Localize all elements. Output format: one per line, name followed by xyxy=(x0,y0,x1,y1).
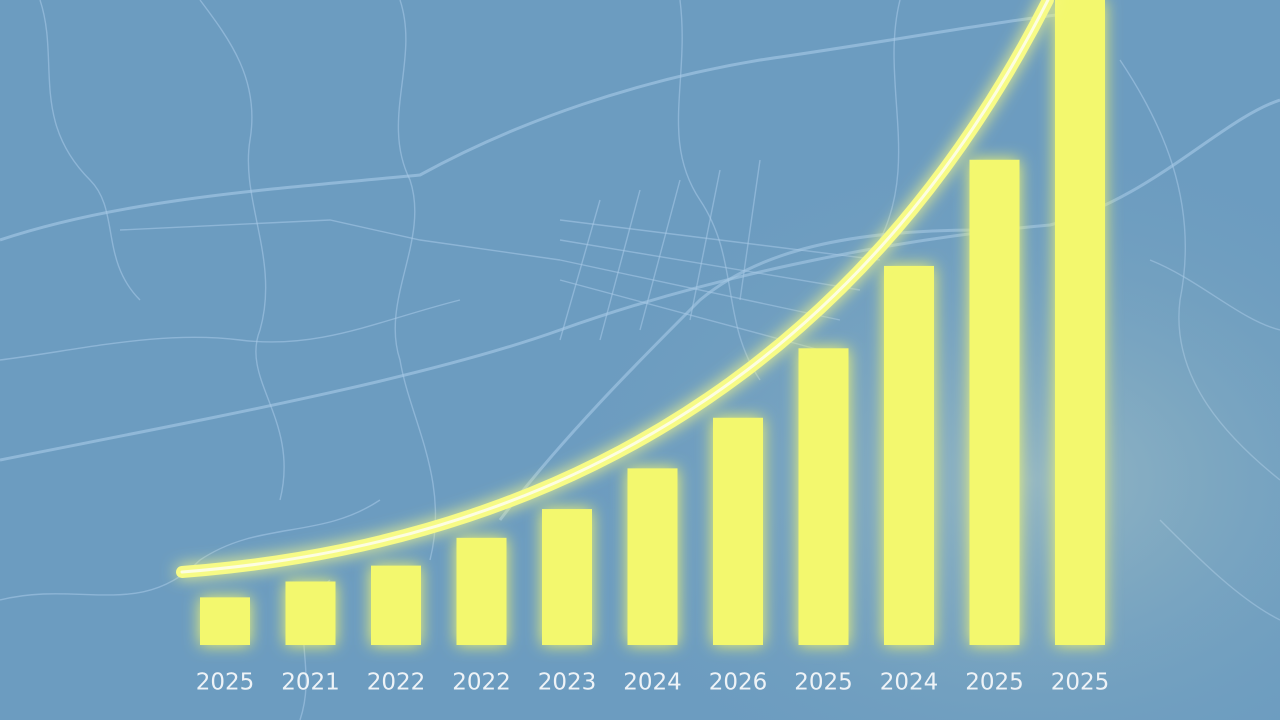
bar xyxy=(969,159,1020,645)
x-tick-label: 2025 xyxy=(965,670,1024,696)
x-tick-label: 2026 xyxy=(709,670,768,696)
bar xyxy=(200,597,250,645)
x-tick-label: 2021 xyxy=(281,670,340,696)
bar xyxy=(456,537,507,645)
bar xyxy=(713,417,763,645)
x-tick-label: 2025 xyxy=(1051,670,1110,696)
bar xyxy=(542,509,592,645)
trend-curve-core xyxy=(180,0,1050,574)
x-tick-label: 2022 xyxy=(367,670,426,696)
x-axis: 2025 2021 2022 2022 2023 2024 2026 2025 2024 2025… xyxy=(196,670,1110,696)
bar xyxy=(285,581,336,645)
x-tick-label: 2024 xyxy=(623,670,682,696)
x-tick-label: 2025 xyxy=(794,670,853,696)
x-tick-label: 2025 xyxy=(196,670,255,696)
x-tick-label: 2022 xyxy=(452,670,511,696)
bar xyxy=(884,265,934,645)
x-tick-label: 2024 xyxy=(880,670,939,696)
bars xyxy=(200,0,1105,645)
bar xyxy=(798,348,849,645)
bar xyxy=(1055,0,1105,645)
x-tick-label: 2023 xyxy=(538,670,597,696)
bar xyxy=(627,468,678,645)
bar xyxy=(371,565,421,645)
